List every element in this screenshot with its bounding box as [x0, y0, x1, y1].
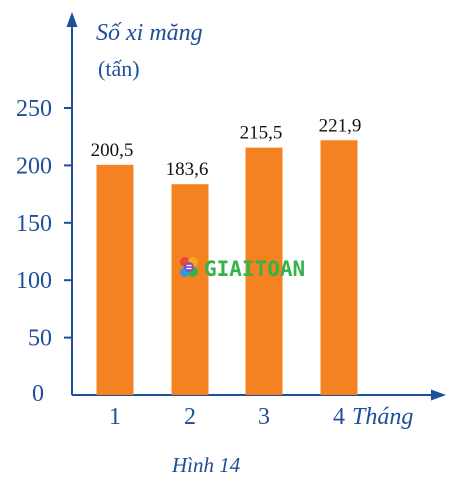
figure-caption: Hình 14	[171, 453, 241, 477]
watermark: GIAITOAN	[180, 257, 305, 281]
x-axis-label: Tháng	[352, 404, 413, 430]
y-axis-label: Số xi măng	[96, 20, 203, 46]
x-ticks: 1 2 3 4	[109, 404, 345, 430]
y-axis-arrow	[66, 12, 78, 27]
bar	[245, 147, 283, 395]
y-tick-label: 200	[16, 153, 52, 179]
y-tick-label: 150	[16, 211, 52, 237]
y-tick-label: 0	[32, 381, 44, 407]
x-tick-label: 2	[184, 404, 196, 430]
bars	[96, 140, 358, 395]
y-ticks: 0 50 100 150 200 250	[16, 96, 72, 407]
data-labels: 200,5 183,6 215,5 221,9	[91, 115, 362, 180]
y-tick-label: 50	[28, 326, 52, 352]
bar	[171, 184, 209, 395]
y-axis-unit: (tấn)	[98, 56, 140, 81]
x-tick-label: 4	[333, 404, 345, 430]
x-tick-label: 1	[109, 404, 121, 430]
data-label: 200,5	[91, 140, 134, 161]
data-label: 221,9	[319, 115, 362, 136]
watermark-text: GIAITOAN	[204, 257, 305, 281]
x-tick-label: 3	[258, 404, 270, 430]
y-tick-label: 250	[16, 96, 52, 122]
bar	[320, 140, 358, 395]
data-label: 215,5	[240, 123, 283, 144]
y-tick-label: 100	[16, 268, 52, 294]
x-axis-arrow	[431, 389, 446, 401]
bar	[96, 164, 134, 395]
giaitoan-logo-icon	[180, 257, 198, 277]
data-label: 183,6	[166, 159, 209, 180]
